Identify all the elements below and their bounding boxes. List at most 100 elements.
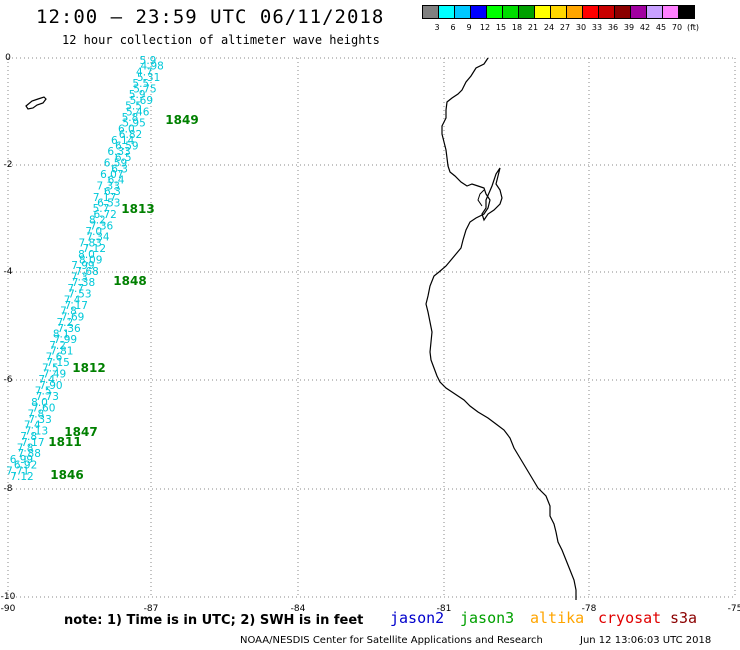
latitude-label: 0 [5,53,11,63]
wave-height-value: 6.92 [14,460,37,472]
wave-height-value: 6.5 [115,152,132,164]
wave-height-value: 7.8 [17,443,34,455]
wave-height-value: 6.72 [93,209,116,221]
wave-height-value: 7.3 [71,272,88,284]
wave-height-value: 7.68 [75,266,98,278]
wave-height-value: 7.17 [93,192,116,204]
wave-height-value: 5.75 [133,83,156,95]
wave-height-value: 6.0 [118,123,135,135]
wave-height-value: 7.36 [90,220,114,232]
wave-height-value: 7.81 [50,346,73,358]
wave-height-value: 7.33 [97,180,120,192]
wave-height-value: 7.33 [28,414,51,426]
wave-height-value: 6.82 [119,129,142,141]
wave-height-value: 7.12 [83,243,106,255]
wave-height-value: 7.53 [68,289,91,301]
wave-height-value: 7.8 [60,306,77,318]
units-note: note: 1) Time is in UTC; 2) SWH is in fe… [64,613,364,628]
wave-height-value: 7.8 [20,431,37,443]
pass-time-label: 1849 [165,113,198,127]
color-scale-label: (ft) [686,23,700,32]
wave-height-value: 7.71 [6,465,29,477]
wave-height-value: 5.9 [129,89,146,101]
wave-height-value: 7.17 [21,437,44,449]
wave-height-value: 6.53 [97,197,120,209]
wave-height-value: 5.31 [137,72,160,84]
wave-height-value: 6.07 [100,169,123,181]
color-scale-label: 42 [639,23,651,32]
wave-height-value: 8.1 [53,329,70,341]
longitude-labels: -90 -87 -84 -81 -78 -75 [1,604,740,614]
longitude-label: -90 [1,604,16,614]
color-scale-label: 27 [559,23,571,32]
color-scale-label: 33 [591,23,603,32]
pass-time-label: 1847 [64,425,97,439]
wave-height-value: 7.38 [72,277,95,289]
coastline-inlet [477,189,485,207]
color-scale-label: 24 [543,23,555,32]
wave-height-value: 7.99 [54,334,77,346]
wave-height-value: 6.59 [104,158,127,170]
wave-height-value: 7.90 [39,380,62,392]
credit-footer: NOAA/NESDIS Center for Satellite Applica… [240,635,543,646]
wave-height-value: 5.69 [130,95,153,107]
longitude-label: -87 [144,604,159,614]
coastline-bay [481,167,503,222]
satellite-legend-jason3: jason3 [460,609,515,627]
pass-time-label: 1846 [50,468,83,482]
map-subtitle: 12 hour collection of altimeter wave hei… [62,33,380,47]
wave-height-value: 7.17 [65,300,88,312]
wave-height-value: 7.7 [67,283,84,295]
wave-height-value: 4.98 [140,61,163,73]
coastline-mainland [425,57,577,600]
wave-height-value: 7.49 [43,368,66,380]
wave-height-color-scale: 3 6 9 12 15 18 21 24 27 30 33 36 39 42 45 70 (ft) [422,5,699,35]
wave-height-value: 7.83 [78,237,101,249]
wave-height-value: 7.99 [71,260,94,272]
wave-height-value: 7.6 [46,351,63,363]
wave-height-value: 5.7 [93,203,110,215]
wave-height-value: 6.33 [107,146,130,158]
longitude-label: -81 [437,604,452,614]
wave-height-value: 6.3 [104,186,121,198]
wave-height-value: 5.9 [140,55,157,67]
latitude-label: -2 [4,160,13,170]
wave-height-value: 5.95 [122,118,145,130]
wave-height-value: 5.8 [122,112,139,124]
latitude-label: -4 [4,267,13,277]
wave-height-value: 7.69 [61,311,84,323]
pass-time-label: 1848 [113,274,146,288]
wave-height-value: 8.0 [31,397,48,409]
color-scale-label: 30 [575,23,587,32]
wave-height-value: 7.4 [24,420,41,432]
longitude-label: -75 [728,604,740,614]
wave-height-value: 7.5 [35,386,52,398]
wave-height-value: 7.36 [57,323,81,335]
wave-height-value: 7.8 [28,408,45,420]
longitude-label: -78 [582,604,597,614]
wave-height-value: 7.2 [49,340,66,352]
wave-height-value: 8.09 [79,254,102,266]
wave-height-value: 7.13 [25,425,48,437]
wave-height-value: 7.60 [32,403,55,415]
satellite-legend-jason2: jason2 [390,609,445,627]
pass-time-label: 1812 [72,361,105,375]
color-scale-label: 6 [450,23,456,32]
wave-height-value: 7.34 [86,232,110,244]
color-swatch [678,5,695,19]
wave-height-value: 6.14 [111,135,135,147]
color-scale-label: 70 [671,23,683,32]
color-scale-label: 9 [466,23,472,32]
wave-height-value: 5.46 [126,106,150,118]
wave-height-value: 7.88 [18,448,41,460]
color-scale-label: 36 [607,23,619,32]
color-scale-label: 21 [527,23,539,32]
map-title: 12:00 – 23:59 UTC 06/11/2018 [36,6,385,28]
pass-time-label: 1813 [121,202,154,216]
generation-timestamp: Jun 12 13:06:03 UTC 2018 [580,635,712,646]
latitude-label: -6 [4,375,13,385]
latitude-labels: 0 -2 -4 -6 -8 -10 [1,53,16,602]
wave-height-value: 4.7 [136,66,153,78]
pass-time-label: 1811 [48,435,81,449]
island [25,96,47,110]
